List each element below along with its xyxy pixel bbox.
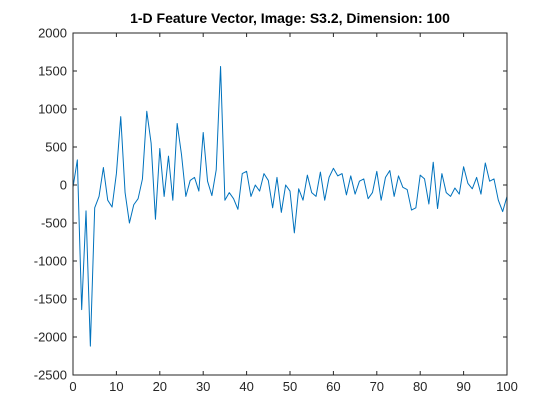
x-tick-label: 20 xyxy=(153,379,167,394)
y-tick-label: -2000 xyxy=(34,330,67,345)
x-tick-label: 0 xyxy=(69,379,76,394)
y-tick-label: 1500 xyxy=(38,64,67,79)
y-tick-label: 1000 xyxy=(38,102,67,117)
x-axis: 0 10 20 30 40 50 60 70 80 90 100 xyxy=(69,33,518,394)
x-tick-label: 90 xyxy=(456,379,470,394)
y-tick-label: 2000 xyxy=(38,26,67,41)
y-tick-label: -1500 xyxy=(34,292,67,307)
x-tick-label: 70 xyxy=(370,379,384,394)
y-axis: 2000 1500 1000 500 0 -500 -1000 -1500 -2000 -2500 xyxy=(34,26,507,383)
plot-area xyxy=(72,65,508,347)
chart-title: 1-D Feature Vector, Image: S3.2, Dimensi… xyxy=(130,10,450,26)
y-tick-label: -2500 xyxy=(34,368,67,383)
y-tick-label: -500 xyxy=(41,216,67,231)
x-tick-label: 50 xyxy=(283,379,297,394)
x-tick-label: 40 xyxy=(239,379,253,394)
x-tick-label: 100 xyxy=(496,379,518,394)
series-line xyxy=(72,65,508,347)
y-tick-label: 0 xyxy=(60,178,67,193)
plot-box xyxy=(72,32,508,376)
x-tick-label: 80 xyxy=(413,379,427,394)
x-tick-label: 60 xyxy=(326,379,340,394)
y-tick-label: 500 xyxy=(45,140,67,155)
x-tick-label: 30 xyxy=(196,379,210,394)
y-tick-label: -1000 xyxy=(34,254,67,269)
x-tick-label: 10 xyxy=(109,379,123,394)
